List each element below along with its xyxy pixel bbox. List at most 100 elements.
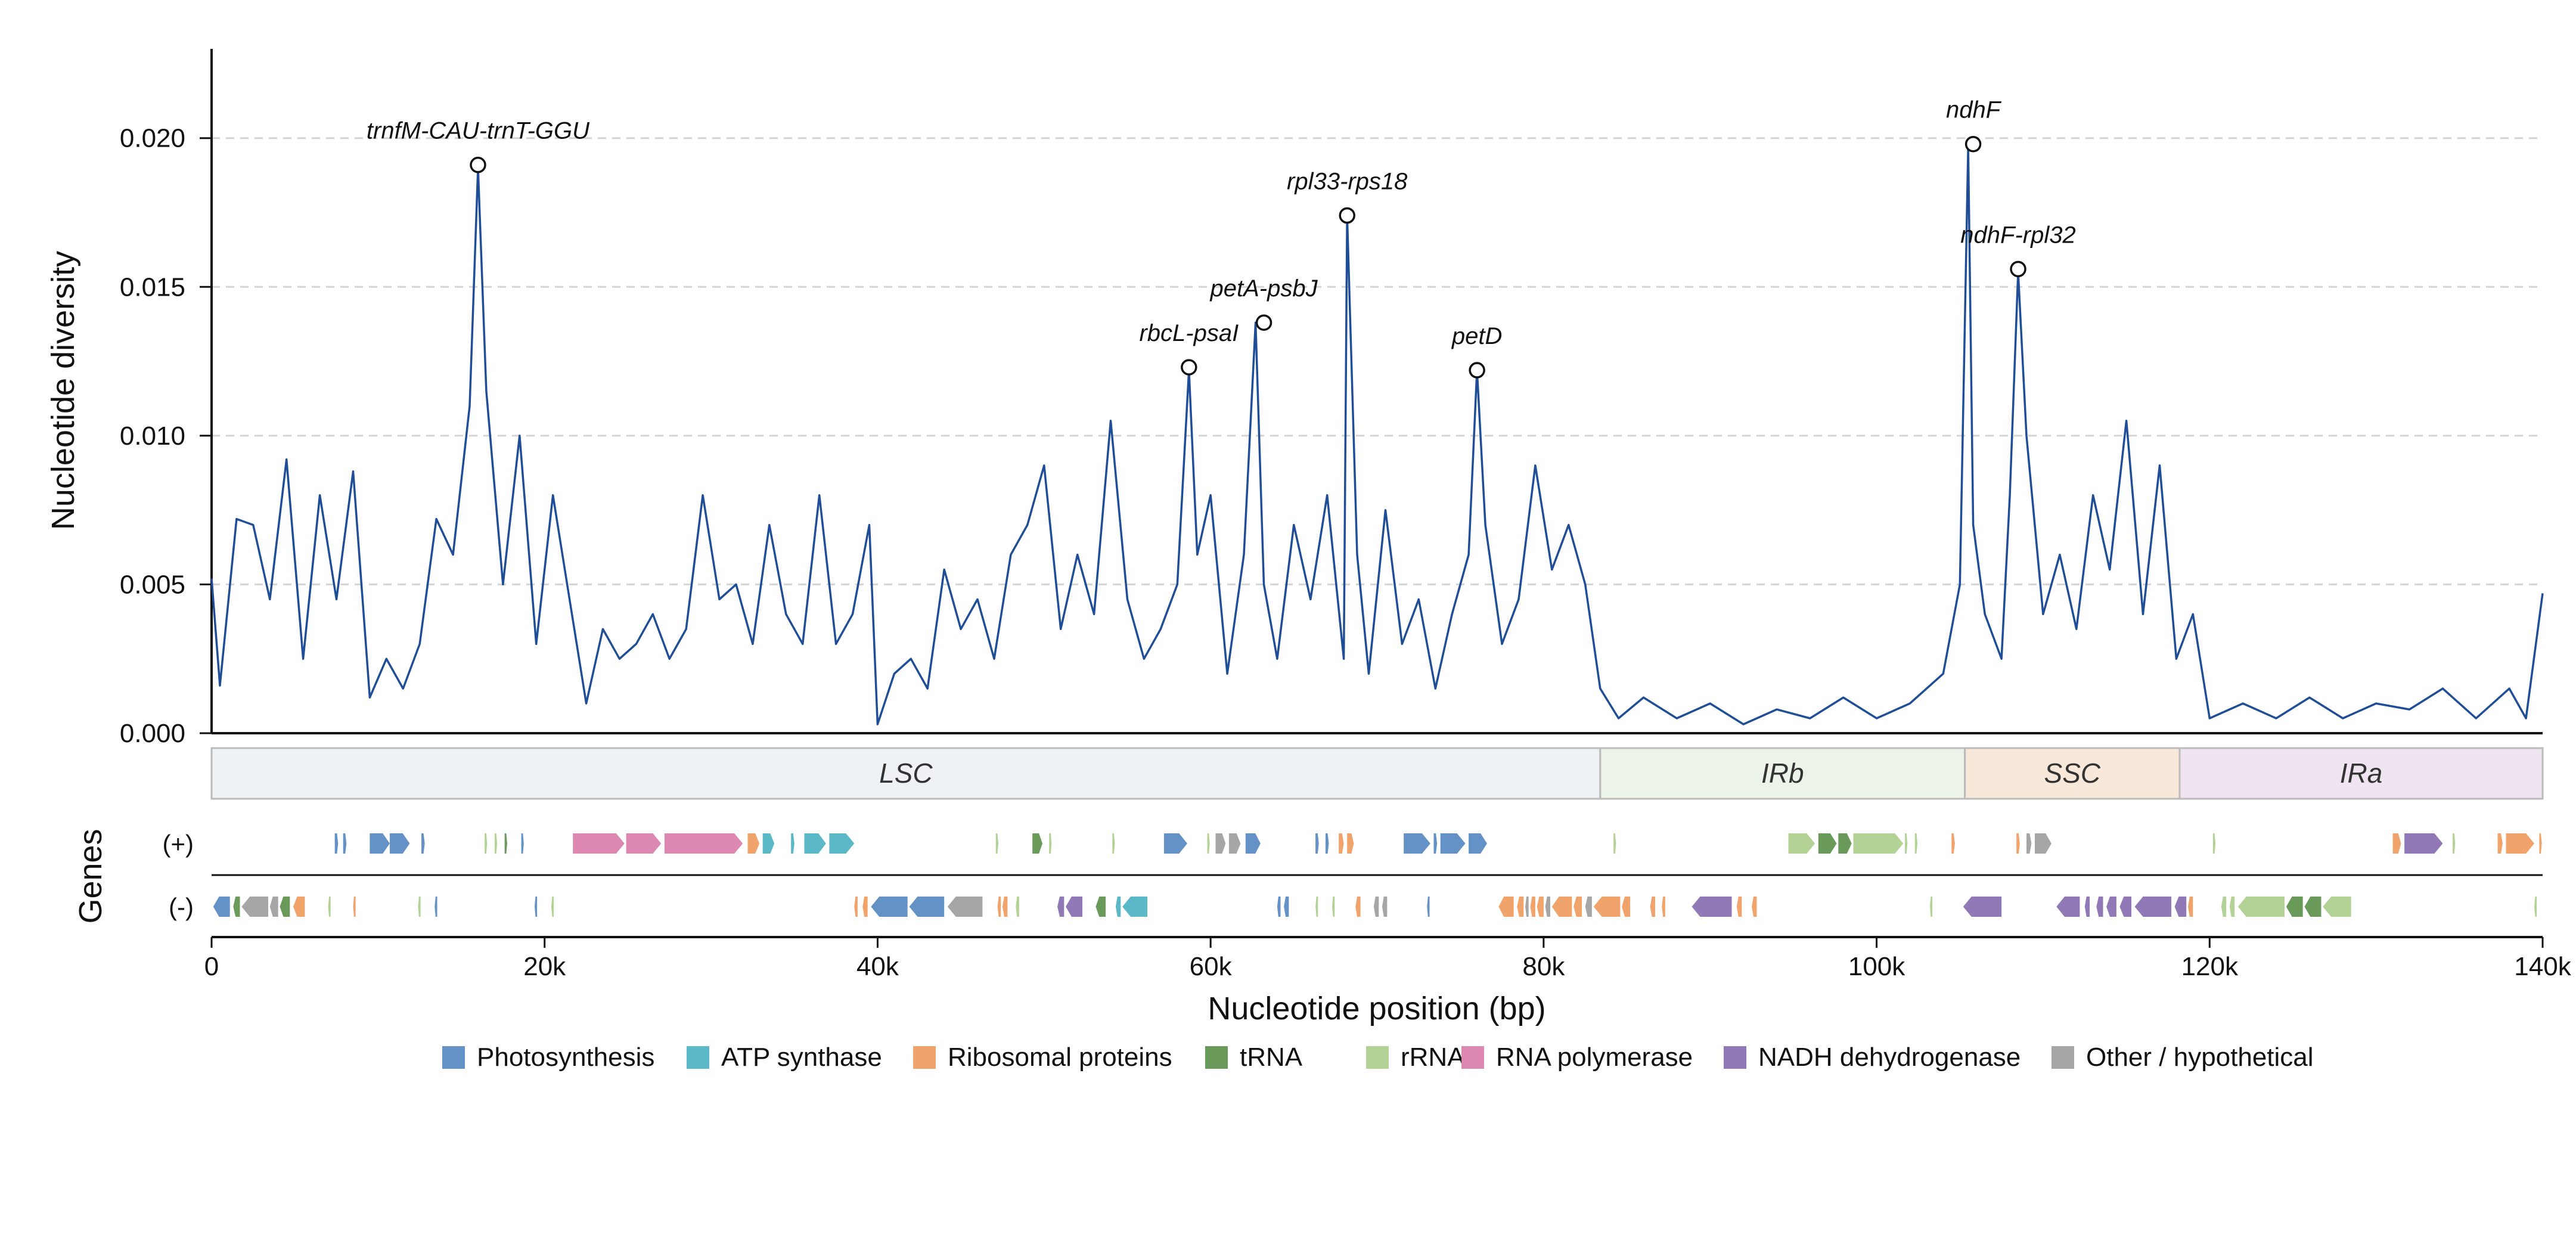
gene-plus-strand [2026,833,2032,854]
x-tick-label: 40k [856,952,899,981]
peak-marker [1255,314,1273,331]
peak-marker [2010,260,2026,278]
gene-minus-strand [2174,897,2187,917]
gene-plus-strand [1853,833,1904,854]
diversity-series-line [210,145,2544,725]
gene-minus-strand [1498,897,1514,917]
gene-plus-strand [995,833,998,854]
peak-annotations: trnfM-CAU-trnT-GGU rbcL-psaI petA-psbJ rpl3… [367,97,2076,379]
gene-minus-strand [213,897,230,917]
gene-minus-strand [1066,897,1082,917]
gene-minus-strand [1382,897,1388,917]
gene-plus-strand [791,833,794,854]
gene-plus-strand [334,833,339,854]
gene-minus-strand [1427,897,1430,917]
gene-minus-strand [1752,897,1757,917]
peak-marker [1469,362,1485,379]
gene-minus-strand [2188,897,2193,917]
legend-label: ATP synthase [721,1043,882,1072]
region-label: IRb [1761,758,1804,789]
peak-marker [1181,359,1197,376]
gene-plus-strand [2453,833,2456,854]
y-tick-label: 0.005 [120,570,185,599]
gene-minus-strand [280,897,290,917]
region-segment [2178,747,2544,800]
y-tick-label: 0.020 [120,124,185,153]
gene-plus-strand [1347,833,1354,854]
gene-minus-strand [1530,897,1535,917]
legend-label: Other / hypothetical [2086,1043,2314,1072]
gene-plus-strand [521,833,524,854]
gene-plus-strand [1469,833,1487,854]
gene-plus-strand [1951,833,1955,854]
axes: 0.000 0.005 0.010 0.015 0.020 [120,49,2543,748]
gene-plus-strand [485,833,488,854]
legend-label: RNA polymerase [1496,1043,1693,1072]
x-tick-label: 140k [2514,952,2571,981]
gene-plus-strand [1215,833,1226,854]
gene-minus-strand [1095,897,1106,917]
gene-minus-strand [2286,897,2303,917]
legend: Photosynthesis ATP synthase Ribosomal prot… [442,1043,2314,1072]
gene-minus-strand [1736,897,1742,917]
gene-minus-strand [1277,897,1281,917]
strand-label-minus: (-) [169,893,194,921]
gene-minus-strand [862,897,868,917]
gene-plus-strand [2392,833,2401,854]
gene-plus-strand [370,833,390,854]
gene-plus-strand [2539,833,2542,854]
legend-swatch [1724,1046,1746,1069]
gene-tracks: (+) (-) [163,830,2543,921]
legend-swatch [2052,1046,2074,1069]
gene-minus-strand [1622,897,1631,917]
gene-minus-strand [1525,897,1529,917]
x-tick-label: 120k [2181,952,2239,981]
gene-plus-strand [494,833,498,854]
gene-plus-strand [1049,833,1052,854]
gene-minus-strand [269,897,278,917]
gene-minus-strand [1593,897,1621,917]
gene-minus-strand [1585,897,1592,917]
peak-marker [1339,207,1355,224]
gene-minus-strand [854,897,858,917]
gene-minus-strand [2221,897,2227,917]
gene-plus-strand [762,833,775,854]
x-axis: 0 20k 40k 60k 80k 100k 120k 140k [204,936,2572,981]
gene-minus-strand [1355,897,1361,917]
gene-minus-strand [1016,897,1019,917]
gene-minus-strand [2096,897,2103,917]
gene-minus-strand [997,897,1001,917]
legend-label: tRNA [1240,1043,1303,1072]
gene-minus-strand [1284,897,1289,917]
peak-label: ndhF-rpl32 [1960,222,2075,248]
gene-minus-strand [241,897,268,917]
gene-minus-strand [1930,897,1933,917]
peak-label: petD [1451,323,1503,349]
gene-plus-strand [1228,833,1241,854]
gene-plus-strand [389,833,410,854]
gene-plus-strand [1112,833,1115,854]
gene-minus-strand [2084,897,2090,917]
gene-minus-strand [1315,897,1318,917]
gene-minus-strand [233,897,240,917]
gene-plus-strand [1163,833,1187,854]
peak-marker [1964,135,1982,153]
peak-label: rbcL-psaI [1139,320,1239,346]
gene-plus-strand [1207,833,1210,854]
gene-plus-strand [2497,833,2503,854]
diversity-line-plot [210,145,2544,725]
y-tick-label: 0.010 [120,421,185,451]
gene-plus-strand [573,833,625,854]
gene-plus-strand [1245,833,1261,854]
gene-plus-strand [2404,833,2443,854]
peak-label: rpl33-rps18 [1287,169,1408,195]
gene-minus-strand [418,897,421,917]
gene-plus-strand [829,833,855,854]
gene-minus-strand [2304,897,2321,917]
y-tick-label: 0.015 [120,272,185,302]
gene-minus-strand [2134,897,2171,917]
gene-minus-strand [2237,897,2285,917]
gene-minus-strand [2323,897,2351,917]
peak-marker [470,156,486,173]
gene-minus-strand [293,897,305,917]
